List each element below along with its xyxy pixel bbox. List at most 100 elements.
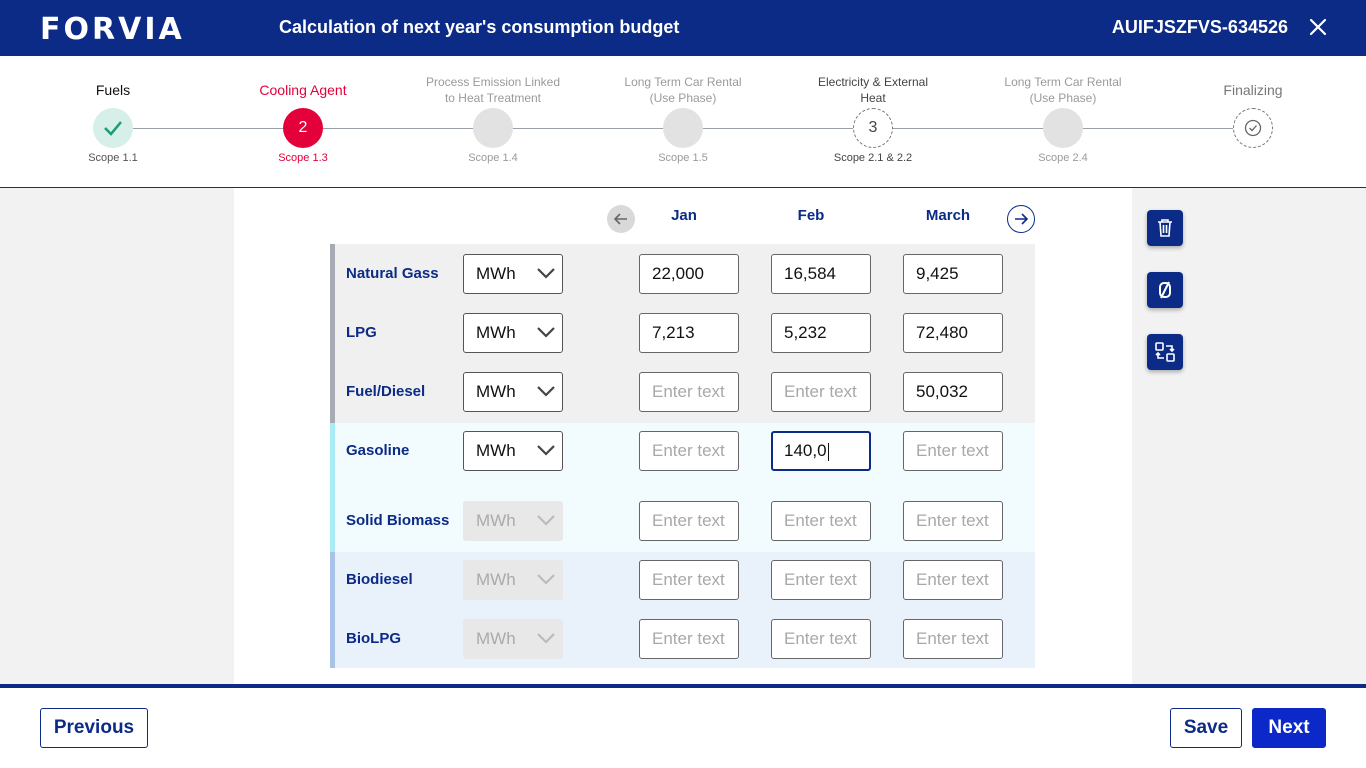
previous-months-button[interactable]	[607, 205, 635, 233]
footer: Previous Save Next	[0, 688, 1366, 768]
chevron-down-icon	[537, 515, 555, 526]
step-car-rental-2[interactable]: Long Term Car Rental (Use Phase) Scope 2…	[983, 56, 1143, 188]
value-input-jan[interactable]: Enter text	[639, 619, 739, 659]
value-input-jan[interactable]: Enter text	[639, 372, 739, 412]
value-input-jan[interactable]: Enter text	[639, 431, 739, 471]
value-input-feb[interactable]: Enter text	[771, 619, 871, 659]
chevron-down-icon	[537, 268, 555, 279]
row-group-bar	[330, 244, 335, 423]
month-header-feb: Feb	[797, 207, 825, 224]
unit-select[interactable]: MWh	[463, 254, 563, 294]
step-finalizing[interactable]: Finalizing	[1173, 56, 1333, 188]
value-input-march[interactable]: Enter text	[903, 560, 1003, 600]
value-input-jan[interactable]: 7,213	[639, 313, 739, 353]
step-circle	[663, 108, 703, 148]
table-row: Solid Biomass MWh Enter text Enter text …	[330, 501, 1035, 541]
step-label: Finalizing	[1223, 82, 1283, 98]
value-input-jan[interactable]: Enter text	[639, 560, 739, 600]
value-input-march[interactable]: Enter text	[903, 431, 1003, 471]
value-input-feb-focused[interactable]: 140,0	[771, 431, 871, 471]
swap-icon	[1155, 342, 1175, 362]
unit-value: MWh	[476, 323, 516, 342]
unit-value: MWh	[476, 570, 516, 589]
step-circle	[1043, 108, 1083, 148]
step-label-line1: Process Emission Linked	[425, 75, 561, 89]
close-icon[interactable]	[1308, 17, 1328, 37]
table-row: Gasoline MWh Enter text 140,0 Enter text	[330, 431, 1035, 471]
next-months-button[interactable]	[1007, 205, 1035, 233]
step-fuels[interactable]: Fuels Scope 1.1	[33, 56, 193, 188]
chevron-down-icon	[537, 633, 555, 644]
row-label: Natural Gass	[346, 265, 439, 282]
arrow-right-icon	[1015, 213, 1029, 225]
value-input-march[interactable]: 9,425	[903, 254, 1003, 294]
unit-value: MWh	[476, 441, 516, 460]
page-title: Calculation of next year's consumption b…	[279, 17, 680, 37]
unit-select[interactable]: MWh	[463, 313, 563, 353]
unit-select[interactable]: MWh	[463, 431, 563, 471]
step-scope: Scope 1.5	[658, 152, 708, 164]
value-input-feb[interactable]: Enter text	[771, 501, 871, 541]
step-scope: Scope 1.1	[88, 152, 138, 164]
progress-stepper: Fuels Scope 1.1 Cooling Agent 2 Scope 1.…	[0, 56, 1366, 188]
step-label: Fuels	[95, 82, 131, 98]
unit-select[interactable]: MWh	[463, 372, 563, 412]
chevron-down-icon	[537, 386, 555, 397]
unit-select-disabled: MWh	[463, 501, 563, 541]
step-process-emission[interactable]: Process Emission Linked to Heat Treatmen…	[413, 56, 573, 188]
value-input-feb[interactable]: 16,584	[771, 254, 871, 294]
unit-value: MWh	[476, 629, 516, 648]
data-panel: Jan Feb March Natural Gass MWh 22,000 16…	[234, 188, 1132, 684]
value-input-feb[interactable]: 5,232	[771, 313, 871, 353]
step-label: Electricity & External Heat	[793, 74, 953, 106]
save-button[interactable]: Save	[1170, 708, 1242, 748]
forvia-logo: FORVIA	[40, 12, 185, 47]
chevron-down-icon	[537, 574, 555, 585]
step-circle-final	[1233, 108, 1273, 148]
table-row: LPG MWh 7,213 5,232 72,480	[330, 313, 1035, 353]
input-text: 140,0	[784, 441, 827, 460]
step-circle-done	[93, 108, 133, 148]
table-row: Fuel/Diesel MWh Enter text Enter text 50…	[330, 372, 1035, 412]
value-input-march[interactable]: 50,032	[903, 372, 1003, 412]
value-input-feb[interactable]: Enter text	[771, 372, 871, 412]
step-label: Process Emission Linked to Heat Treatmen…	[413, 74, 573, 106]
step-cooling-agent[interactable]: Cooling Agent 2 Scope 1.3	[223, 56, 383, 188]
table-row: BioLPG MWh Enter text Enter text Enter t…	[330, 619, 1035, 659]
row-label: Gasoline	[346, 442, 410, 459]
clear-values-button[interactable]	[1147, 272, 1183, 308]
previous-button[interactable]: Previous	[40, 708, 148, 748]
row-label: LPG	[346, 324, 377, 341]
check-icon	[104, 121, 122, 136]
step-label: Cooling Agent	[259, 82, 347, 98]
value-input-jan[interactable]: Enter text	[639, 501, 739, 541]
row-label: Fuel/Diesel	[346, 383, 426, 400]
step-electricity[interactable]: Electricity & External Heat 3 Scope 2.1 …	[793, 56, 953, 188]
footer-divider	[0, 684, 1366, 688]
value-input-march[interactable]: 72,480	[903, 313, 1003, 353]
unit-select-disabled: MWh	[463, 619, 563, 659]
step-car-rental-1[interactable]: Long Term Car Rental (Use Phase) Scope 1…	[603, 56, 763, 188]
unit-value: MWh	[476, 264, 516, 283]
next-button[interactable]: Next	[1252, 708, 1326, 748]
month-header-march: March	[925, 207, 971, 224]
value-input-march[interactable]: Enter text	[903, 501, 1003, 541]
step-label-line1: Long Term Car Rental	[1004, 75, 1122, 89]
reference-id: AUIFJSZFVS-634526	[1111, 17, 1288, 37]
unit-value: MWh	[476, 511, 516, 530]
step-label-line2: (Use Phase)	[1029, 91, 1097, 105]
row-label: Solid Biomass	[346, 512, 450, 529]
step-scope: Scope 1.3	[278, 152, 328, 164]
step-label-line2: Heat	[860, 91, 886, 105]
row-group-bar	[330, 552, 335, 668]
value-input-march[interactable]: Enter text	[903, 619, 1003, 659]
value-input-feb[interactable]: Enter text	[771, 560, 871, 600]
swap-button[interactable]	[1147, 334, 1183, 370]
value-input-jan[interactable]: 22,000	[639, 254, 739, 294]
delete-button[interactable]	[1147, 210, 1183, 246]
row-label: BioLPG	[346, 630, 401, 647]
step-label: Long Term Car Rental (Use Phase)	[603, 74, 763, 106]
step-circle-pending: 3	[853, 108, 893, 148]
text-caret	[827, 442, 829, 461]
step-label-line1: Long Term Car Rental	[624, 75, 742, 89]
